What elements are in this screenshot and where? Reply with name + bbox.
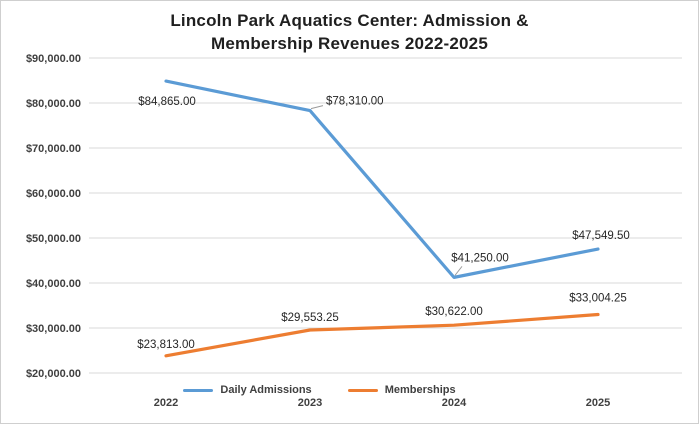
y-axis-tick-label: $60,000.00 — [26, 188, 81, 200]
y-axis-tick-label: $20,000.00 — [26, 368, 81, 380]
series-line-daily-admissions — [164, 79, 600, 279]
data-label: $47,549.50 — [572, 230, 630, 242]
y-axis-tick-label: $90,000.00 — [26, 53, 81, 65]
legend-label-daily-admissions: Daily Admissions — [220, 384, 312, 396]
x-axis-tick-label: 2022 — [154, 397, 178, 409]
legend-item-memberships: Memberships — [347, 384, 456, 396]
y-axis-tick-label: $50,000.00 — [26, 233, 81, 245]
chart-legend: Daily Admissions Memberships — [1, 384, 668, 396]
series-line-memberships — [164, 312, 600, 358]
chart-title: Lincoln Park Aquatics Center: Admission … — [1, 9, 698, 55]
x-axis-tick-label: 2025 — [586, 397, 610, 409]
data-label: $29,553.25 — [281, 312, 339, 324]
data-label: $84,865.00 — [138, 96, 196, 108]
x-axis-tick-label: 2024 — [442, 397, 467, 409]
y-axis-tick-label: $30,000.00 — [26, 323, 81, 335]
x-axis-tick-label: 2023 — [298, 397, 322, 409]
chart-title-line-1: Lincoln Park Aquatics Center: Admission … — [170, 11, 529, 30]
legend-label-memberships: Memberships — [384, 384, 456, 396]
y-axis-tick-label: $70,000.00 — [26, 143, 81, 155]
data-label: $78,310.00 — [326, 96, 384, 108]
y-axis-tick-label: $40,000.00 — [26, 278, 81, 290]
chart-title-line-2: Membership Revenues 2022-2025 — [211, 34, 488, 53]
data-label: $33,004.25 — [569, 292, 627, 304]
data-label-leader-line — [310, 105, 324, 110]
y-axis-tick-label: $80,000.00 — [26, 98, 81, 110]
memberships-line-swatch — [347, 388, 378, 392]
data-label-leader-line — [454, 266, 463, 276]
daily-admissions-line-swatch — [183, 388, 214, 392]
data-label: $23,813.00 — [137, 339, 195, 351]
data-label: $30,622.00 — [425, 306, 483, 318]
data-label: $41,250.00 — [451, 252, 509, 264]
legend-item-daily-admissions: Daily Admissions — [183, 384, 312, 396]
